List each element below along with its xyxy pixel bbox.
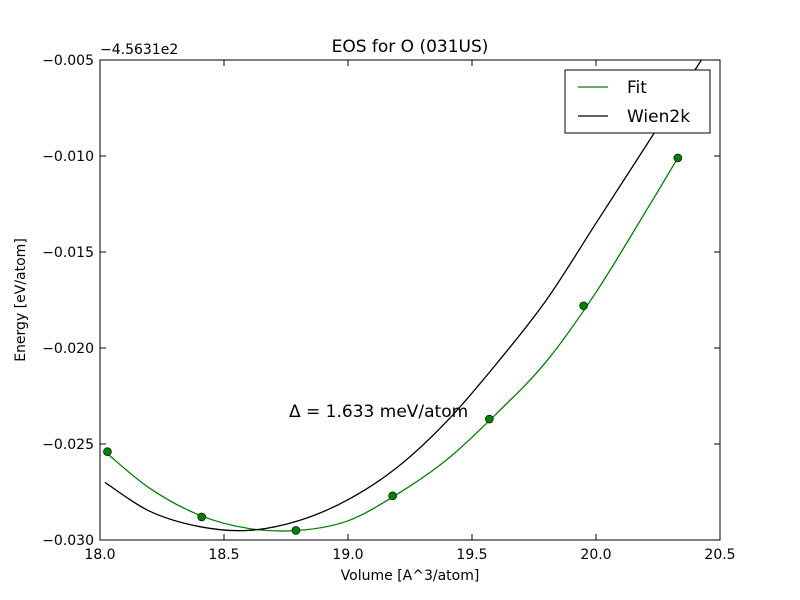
legend-box — [564, 69, 711, 134]
series-line-fit — [104, 157, 679, 532]
series-line-wien2k — [104, 60, 703, 532]
x-tick-label-0: 18.0 — [84, 547, 115, 563]
delta-annotation: Δ = 1.633 meV/atom — [289, 402, 468, 422]
data-point-6 — [673, 153, 683, 163]
x-tick-label-2: 19.0 — [332, 547, 363, 563]
x-axis-label: Volume [A^3/atom] — [341, 568, 480, 584]
y-tick-label-1: −0.025 — [42, 437, 94, 453]
legend: Fit Wien2k — [564, 69, 711, 134]
y-tick-label-3: −0.015 — [42, 245, 94, 261]
y-tick-label-5: −0.005 — [42, 53, 94, 69]
y-offset-label: −4.5631e2 — [100, 42, 178, 58]
data-point-0 — [103, 447, 112, 456]
data-point-4 — [485, 414, 494, 424]
y-axis-label: Energy [eV/atom] — [13, 238, 29, 362]
y-tick-label-4: −0.010 — [42, 149, 94, 165]
chart-title: EOS for O (031US) — [332, 37, 489, 57]
plot-frame — [99, 59, 721, 541]
data-point-1 — [197, 512, 206, 522]
legend-label-fit: Fit — [627, 78, 647, 98]
y-axis: −0.030 −0.025 −0.020 −0.015 −0.010 −0.005 — [42, 53, 720, 549]
x-tick-label-3: 19.5 — [456, 547, 487, 563]
data-point-5 — [579, 301, 588, 311]
data-points — [103, 153, 683, 535]
y-tick-label-2: −0.020 — [42, 341, 94, 357]
x-tick-label-5: 20.5 — [704, 547, 735, 563]
y-tick-label-0: −0.030 — [42, 533, 94, 549]
x-axis: 18.0 18.5 19.0 19.5 20.0 20.5 — [84, 60, 736, 563]
data-point-2 — [291, 526, 301, 535]
legend-label-wien2k: Wien2k — [627, 107, 690, 127]
x-tick-label-1: 18.5 — [208, 547, 239, 563]
x-tick-label-4: 20.0 — [580, 547, 611, 563]
data-point-3 — [388, 491, 397, 501]
